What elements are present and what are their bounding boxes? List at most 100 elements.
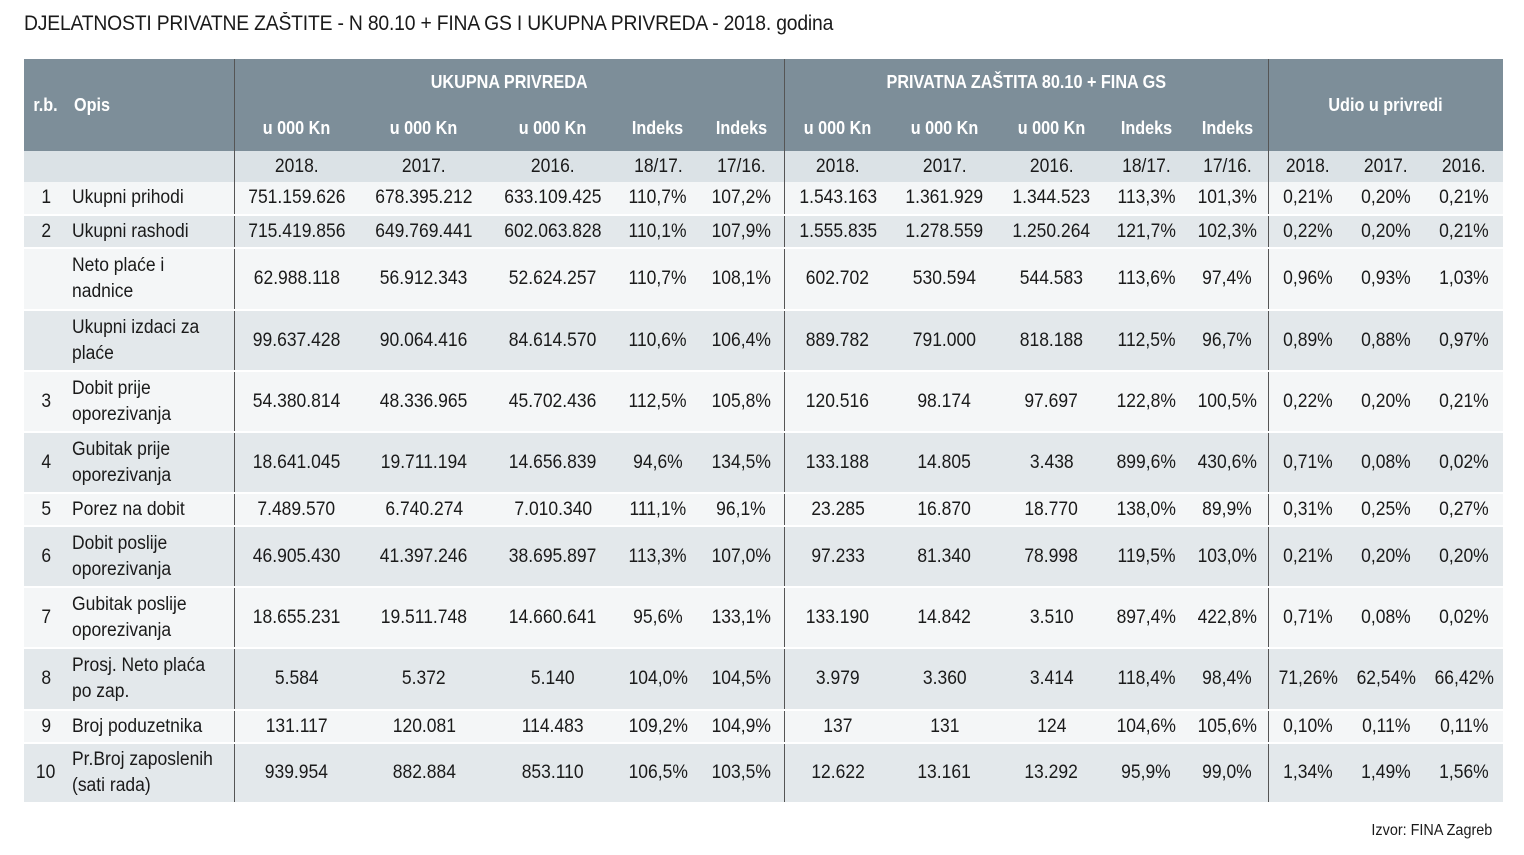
year-cell: 2017. <box>891 151 999 182</box>
year-cell: 18/17. <box>617 151 699 182</box>
table-header: r.b. Opis UKUPNA PRIVREDA PRIVATNA ZAŠTI… <box>24 59 1504 151</box>
value-cell: 103,5% <box>699 743 785 804</box>
value-cell: 100,5% <box>1187 371 1269 433</box>
value-cell: 14.660.641 <box>489 587 617 649</box>
value-cell: 133.188 <box>783 432 892 494</box>
value-cell: 422,8% <box>1187 587 1269 649</box>
value-cell: 6.740.274 <box>359 493 489 527</box>
value-cell: 1.278.559 <box>891 215 999 249</box>
value-cell: 23.285 <box>783 493 892 527</box>
row-number: 9 <box>24 710 68 744</box>
table-row: 9 Broj poduzetnika 131.117 120.081 114.483 10… <box>24 710 1504 744</box>
table-row: 4 Gubitak prije oporezivanja 18.641.045 19.… <box>24 432 1504 494</box>
value-cell: 18.770 <box>998 493 1106 527</box>
table-row: 7 Gubitak poslije oporezivanja 18.655.231 1… <box>24 587 1504 649</box>
value-cell: 16.870 <box>891 493 999 527</box>
value-cell: 1,03% <box>1425 248 1504 311</box>
value-cell: 0,21% <box>1425 371 1504 433</box>
value-cell: 96,7% <box>1187 310 1269 372</box>
value-cell: 18.641.045 <box>233 432 359 494</box>
value-cell: 0,31% <box>1267 493 1348 527</box>
value-cell: 45.702.436 <box>489 371 617 433</box>
row-number: 1 <box>24 182 68 216</box>
value-cell: 14.805 <box>891 432 999 494</box>
table-row: 10 Pr.Broj zaposlenih (sati rada) 939.954 8… <box>24 743 1504 804</box>
value-cell: 530.594 <box>891 248 999 311</box>
value-cell: 98.174 <box>891 371 999 433</box>
value-cell: 38.695.897 <box>489 526 617 588</box>
value-cell: 122,8% <box>1105 371 1188 433</box>
value-cell: 0,20% <box>1347 215 1426 249</box>
row-label: Ukupni prihodi <box>68 182 234 216</box>
value-cell: 7.489.570 <box>233 493 359 527</box>
row-label: Gubitak poslije oporezivanja <box>68 587 234 649</box>
row-number: 4 <box>24 432 68 494</box>
row-number: 7 <box>24 587 68 649</box>
value-cell: 678.395.212 <box>359 182 489 216</box>
value-cell: 0,11% <box>1347 710 1426 744</box>
value-cell: 109,2% <box>617 710 699 744</box>
row-number: 6 <box>24 526 68 588</box>
value-cell: 0,71% <box>1267 432 1348 494</box>
value-cell: 939.954 <box>233 743 359 804</box>
value-cell: 0,96% <box>1267 248 1348 311</box>
value-cell: 48.336.965 <box>359 371 489 433</box>
row-number <box>24 248 68 311</box>
value-cell: 124 <box>998 710 1106 744</box>
value-cell: 0,02% <box>1425 587 1504 649</box>
value-cell: 3.510 <box>998 587 1106 649</box>
value-cell: 13.161 <box>891 743 999 804</box>
value-cell: 1.344.523 <box>998 182 1106 216</box>
value-cell: 54.380.814 <box>233 371 359 433</box>
value-cell: 111,1% <box>617 493 699 527</box>
source-note: Izvor: FINA Zagreb <box>1371 822 1492 839</box>
value-cell: 107,0% <box>699 526 785 588</box>
year-row: 2018. 2017. 2016. 18/17. 17/16. 2018. 20… <box>24 151 1504 182</box>
value-cell: 14.842 <box>891 587 999 649</box>
row-number: 5 <box>24 493 68 527</box>
group-header-privatna-zastita: PRIVATNA ZAŠTITA 80.10 + FINA GS <box>783 59 1269 105</box>
year-cell: 2016. <box>489 151 617 182</box>
sub-header: Indeks <box>1105 105 1188 151</box>
value-cell: 0,08% <box>1347 432 1426 494</box>
year-cell: 2017. <box>359 151 489 182</box>
year-cell: 2016. <box>998 151 1106 182</box>
value-cell: 110,7% <box>617 248 699 311</box>
value-cell: 0,22% <box>1267 371 1348 433</box>
value-cell: 0,93% <box>1347 248 1426 311</box>
value-cell: 107,2% <box>699 182 785 216</box>
value-cell: 1.543.163 <box>783 182 892 216</box>
value-cell: 121,7% <box>1105 215 1188 249</box>
page-title: DJELATNOSTI PRIVATNE ZAŠTITE - N 80.10 +… <box>24 12 834 35</box>
value-cell: 99,0% <box>1187 743 1269 804</box>
row-label: Dobit prije oporezivanja <box>68 371 234 433</box>
sub-header: Indeks <box>699 105 785 151</box>
opis-header: Opis <box>68 59 234 151</box>
year-cell: 17/16. <box>699 151 785 182</box>
value-cell: 19.511.748 <box>359 587 489 649</box>
table-row: 2 Ukupni rashodi 715.419.856 649.769.441 602… <box>24 215 1504 249</box>
value-cell: 649.769.441 <box>359 215 489 249</box>
value-cell: 0,27% <box>1425 493 1504 527</box>
year-row-group: 2018. 2017. 2016. 18/17. 17/16. 2018. 20… <box>24 151 1504 182</box>
value-cell: 602.702 <box>783 248 892 311</box>
value-cell: 104,9% <box>699 710 785 744</box>
value-cell: 81.340 <box>891 526 999 588</box>
value-cell: 0,20% <box>1347 526 1426 588</box>
value-cell: 133,1% <box>699 587 785 649</box>
value-cell: 1,56% <box>1425 743 1504 804</box>
value-cell: 3.438 <box>998 432 1106 494</box>
value-cell: 19.711.194 <box>359 432 489 494</box>
value-cell: 3.979 <box>783 648 892 711</box>
value-cell: 119,5% <box>1105 526 1188 588</box>
table-row: 6 Dobit poslije oporezivanja 46.905.430 41.… <box>24 526 1504 588</box>
value-cell: 138,0% <box>1105 493 1188 527</box>
value-cell: 56.912.343 <box>359 248 489 311</box>
value-cell: 84.614.570 <box>489 310 617 372</box>
value-cell: 94,6% <box>617 432 699 494</box>
table-body: 1 Ukupni prihodi 751.159.626 678.395.212 633… <box>24 182 1504 804</box>
year-cell: 2018. <box>1267 151 1348 182</box>
year-cell: 17/16. <box>1187 151 1269 182</box>
value-cell: 113,6% <box>1105 248 1188 311</box>
value-cell: 0,25% <box>1347 493 1426 527</box>
